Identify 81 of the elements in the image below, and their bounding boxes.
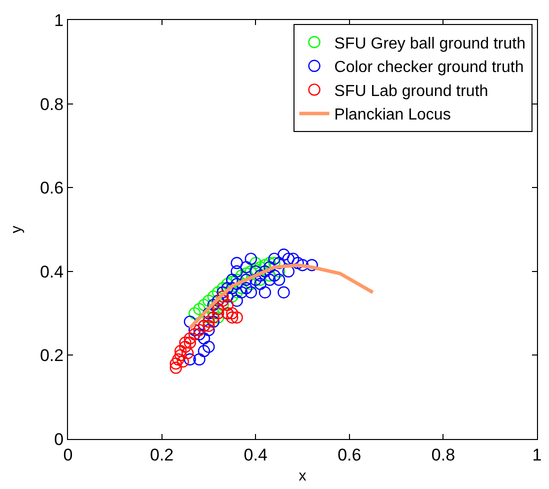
point [264, 274, 276, 286]
point [193, 324, 206, 336]
y-tick-label: 0.2 [40, 346, 64, 366]
legend-label: SFU Lab ground truth [334, 82, 488, 100]
point [287, 252, 300, 265]
y-tick-label: 0.6 [40, 178, 64, 198]
x-tick-label: 1 [532, 445, 542, 464]
legend-label: Planckian Locus [334, 106, 451, 124]
point [212, 307, 224, 320]
x-tick-label: 0.6 [338, 445, 362, 464]
point [292, 256, 304, 270]
point [282, 252, 295, 265]
point [254, 278, 266, 290]
point [188, 328, 201, 340]
point [202, 340, 215, 353]
point [268, 252, 280, 265]
point [221, 282, 234, 294]
point [278, 286, 290, 298]
point [240, 261, 252, 274]
point [216, 298, 229, 312]
point [202, 324, 215, 336]
point [170, 362, 182, 374]
y-tick-label: 1 [54, 10, 64, 30]
y-axis-title: y [8, 225, 26, 234]
point [176, 355, 190, 368]
point [244, 252, 258, 265]
point [250, 256, 262, 270]
point [230, 265, 243, 278]
point [226, 311, 238, 324]
point [193, 353, 206, 366]
x-tick-label: 0.8 [431, 445, 456, 464]
point [174, 349, 187, 362]
point [278, 248, 290, 261]
point [198, 332, 210, 345]
point [198, 344, 210, 358]
point [264, 261, 276, 274]
point [184, 353, 196, 366]
point [216, 286, 229, 298]
point [184, 332, 196, 345]
y-tick-label: 0 [54, 430, 64, 449]
y-tick-label: 0.4 [40, 262, 64, 282]
point [202, 316, 215, 328]
point [216, 290, 229, 303]
point [306, 259, 318, 272]
point [296, 259, 309, 272]
point [235, 286, 248, 298]
point [240, 274, 252, 286]
point [230, 286, 243, 298]
point [240, 282, 252, 294]
point [202, 320, 215, 332]
legend-label: Color checker ground truth [334, 59, 524, 76]
point [254, 269, 266, 282]
point [226, 307, 238, 320]
point [172, 353, 184, 366]
y-tick-label: 0.8 [40, 94, 64, 114]
point [170, 357, 182, 370]
point [244, 286, 258, 298]
point [230, 311, 243, 324]
point [272, 274, 286, 286]
point [207, 311, 220, 324]
point [184, 336, 196, 349]
point [268, 269, 280, 282]
x-tick-label: 0.4 [244, 445, 268, 464]
point [179, 340, 192, 353]
point [188, 307, 201, 320]
x-axis-title: x [298, 467, 307, 484]
point [226, 290, 238, 303]
point [258, 286, 272, 298]
point [193, 328, 206, 340]
point [221, 298, 234, 312]
point [250, 274, 262, 286]
legend-label: SFU Grey ball ground truth [334, 35, 526, 52]
point [179, 336, 192, 349]
point [207, 298, 220, 312]
point [230, 294, 243, 307]
x-tick-label: 0.2 [150, 445, 174, 464]
point [230, 256, 243, 270]
point [207, 316, 220, 328]
point [258, 265, 272, 278]
point [182, 347, 194, 360]
point [174, 344, 187, 358]
